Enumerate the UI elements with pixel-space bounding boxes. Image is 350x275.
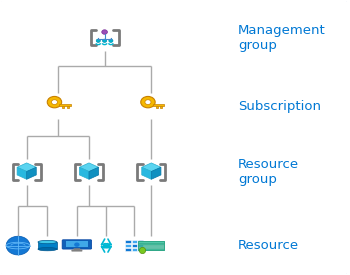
Circle shape (103, 39, 107, 42)
FancyBboxPatch shape (71, 249, 82, 252)
Bar (138, 240, 143, 243)
Polygon shape (17, 167, 27, 179)
Text: Subscription: Subscription (238, 100, 321, 112)
Bar (126, 248, 131, 251)
Polygon shape (38, 242, 57, 249)
Text: Resource
group: Resource group (238, 158, 299, 186)
Polygon shape (17, 163, 36, 172)
Polygon shape (74, 248, 80, 251)
Polygon shape (153, 104, 164, 106)
Polygon shape (156, 106, 158, 108)
Polygon shape (79, 163, 99, 172)
Bar (138, 241, 164, 243)
Ellipse shape (38, 240, 57, 244)
Circle shape (47, 97, 62, 108)
Circle shape (6, 236, 30, 255)
Polygon shape (79, 167, 89, 179)
Text: Management
group: Management group (238, 24, 326, 52)
Polygon shape (67, 106, 69, 108)
Polygon shape (142, 167, 151, 179)
Bar (138, 244, 143, 247)
FancyBboxPatch shape (66, 241, 88, 247)
Ellipse shape (38, 248, 57, 251)
Bar (138, 248, 164, 250)
Bar (132, 244, 137, 247)
Bar (132, 248, 137, 251)
Polygon shape (59, 104, 71, 106)
Bar (126, 244, 131, 247)
FancyBboxPatch shape (62, 240, 92, 249)
Bar (138, 248, 143, 251)
Bar (126, 240, 131, 243)
Circle shape (109, 39, 113, 42)
Text: Resource: Resource (238, 239, 299, 252)
Polygon shape (27, 167, 36, 179)
Circle shape (145, 100, 151, 104)
Polygon shape (89, 167, 99, 179)
Bar (132, 240, 137, 243)
Bar (138, 246, 164, 247)
Polygon shape (151, 167, 161, 179)
Bar (138, 241, 164, 250)
Circle shape (141, 97, 155, 108)
Polygon shape (160, 106, 162, 108)
Bar (138, 243, 164, 245)
Polygon shape (142, 163, 161, 172)
Polygon shape (62, 106, 64, 108)
Circle shape (74, 243, 79, 247)
Circle shape (96, 39, 100, 42)
Circle shape (102, 30, 107, 34)
Circle shape (51, 100, 57, 104)
